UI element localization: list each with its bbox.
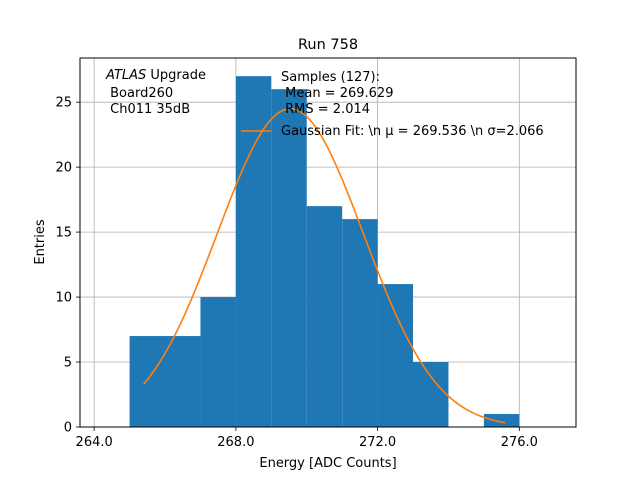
x-tick-label: 268.0 [217,435,254,450]
x-tick-label: 276.0 [501,435,538,450]
y-tick-label: 0 [64,421,72,436]
x-axis-label: Energy [ADC Counts] [259,456,396,471]
histogram-bar [342,219,378,427]
annotation-line-1: ATLAS Upgrade [105,68,206,83]
gaussian-fit [143,107,506,424]
histogram-bar [200,297,236,427]
annotation-suffix: Upgrade [146,68,206,83]
annotation-block: ATLAS Upgrade Board260 Ch011 35dB [105,68,206,117]
axis-ticks: 264.0 268.0 272.0 276.0 0 5 10 15 20 25 [55,96,537,450]
histogram-bar [306,206,343,427]
chart-title: Run 758 [298,37,358,53]
histogram-bars [129,76,520,428]
x-tick-label: 272.0 [359,435,396,450]
fit-curve [143,107,506,424]
y-tick-label: 15 [55,226,72,241]
y-tick-label: 5 [64,356,72,371]
legend-samples-line-2: Mean = 269.629 [281,86,393,101]
y-tick-label: 10 [55,291,72,306]
histogram-bar [271,89,307,427]
legend-samples-line-3: RMS = 2.014 [281,102,370,117]
histogram-bar [377,284,414,427]
y-tick-label: 20 [55,161,72,176]
y-axis-label: Entries [33,219,48,265]
plot-frame [79,57,577,428]
histogram-bar [235,76,272,428]
histogram-bar [483,414,520,427]
legend: Samples (127): Mean = 269.629 RMS = 2.01… [241,70,544,139]
legend-fit-label: Gaussian Fit: \n μ = 269.536 \n σ=2.066 [281,124,544,139]
annotation-experiment: ATLAS [105,68,146,83]
y-tick-label: 25 [55,96,72,111]
legend-samples-line-1: Samples (127): [281,70,380,85]
histogram-bar [129,336,201,427]
x-tick-label: 264.0 [76,435,113,450]
annotation-line-3: Ch011 35dB [106,102,190,117]
histogram-bar [413,362,449,427]
annotation-line-2: Board260 [106,86,173,101]
